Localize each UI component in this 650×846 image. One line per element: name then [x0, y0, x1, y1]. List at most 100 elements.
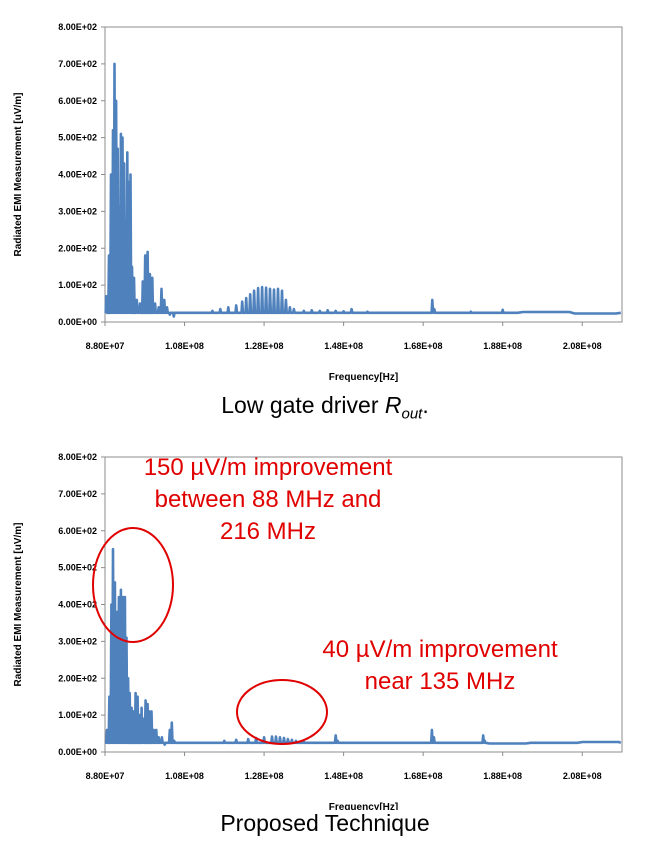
emi-peak-point	[261, 286, 263, 288]
emi-peak-point	[247, 738, 249, 740]
y-tick-label: 1.00E+02	[58, 280, 97, 290]
emi-peak-point	[136, 299, 138, 301]
emi-peak-point	[126, 151, 128, 153]
emi-peak-point	[241, 301, 243, 303]
emi-peak-point	[173, 740, 175, 742]
emi-peak-point	[335, 734, 337, 736]
emi-peak-point	[161, 736, 163, 738]
emi-peak-point	[139, 714, 141, 716]
emi-peak-point	[147, 703, 149, 705]
emi-peak-point	[351, 308, 353, 310]
emi-peak-point	[295, 740, 297, 742]
y-tick-label: 5.00E+02	[58, 563, 97, 573]
y-axis-title: Radiated EMI Measurement [uV/m]	[13, 523, 24, 687]
emi-peak-point	[366, 311, 368, 313]
x-axis-title: Frequency[Hz]	[329, 802, 398, 810]
emi-peak-point	[144, 255, 146, 257]
y-tick-label: 5.00E+02	[58, 133, 97, 143]
emi-peak-point	[269, 288, 271, 290]
emi-peak-point	[277, 288, 279, 290]
emi-peak-point	[122, 596, 124, 598]
emi-peak-point	[311, 309, 313, 311]
emi-peak-point	[169, 729, 171, 731]
emi-peak-point	[133, 710, 135, 712]
y-tick-label: 1.00E+02	[58, 710, 97, 720]
emi-peak-point	[163, 299, 165, 301]
caption-low-gate-driver: Low gate driver Rout.	[0, 392, 650, 423]
plot-area	[104, 456, 623, 753]
emi-peak-point	[337, 740, 339, 742]
y-tick-label: 4.00E+02	[58, 170, 97, 180]
y-tick-label: 3.00E+02	[58, 206, 97, 216]
annotation-150uv-improvement: 150 µV/m improvement between 88 MHz and …	[118, 452, 418, 548]
emi-peak-point	[166, 306, 168, 308]
emi-peak-point	[343, 310, 345, 312]
emi-peak-point	[211, 310, 213, 312]
emi-peak-point	[303, 310, 305, 312]
y-tick-label: 7.00E+02	[58, 59, 97, 69]
emi-peak-point	[139, 303, 141, 305]
emi-peak-point	[151, 710, 153, 712]
x-tick-label: 1.08E+08	[165, 771, 204, 781]
emi-peak-point	[117, 148, 119, 150]
emi-series-line	[104, 547, 622, 746]
x-axis-title: Frequency[Hz]	[329, 372, 398, 383]
y-tick-label: 0.00E+00	[58, 317, 97, 327]
emi-peak-point	[145, 699, 147, 701]
emi-peak-point	[273, 289, 275, 291]
emi-peak-point	[281, 290, 283, 292]
x-tick-label: 1.28E+08	[245, 341, 284, 351]
x-tick-label: 8.80E+07	[86, 771, 125, 781]
emi-peak-point	[125, 221, 127, 223]
emi-peak-point	[227, 306, 229, 308]
emi-peak-point	[223, 740, 225, 742]
emi-peak-point	[293, 308, 295, 310]
emi-peak-point	[131, 707, 133, 709]
y-tick-label: 7.00E+02	[58, 489, 97, 499]
caption-top-var: R	[384, 392, 402, 418]
emi-peak-point	[137, 696, 139, 698]
y-axis-title: Radiated EMI Measurement [uV/m]	[13, 93, 24, 257]
y-tick-label: 4.00E+02	[58, 600, 97, 610]
annotation-40uv-improvement: 40 µV/m improvement near 135 MHz	[290, 634, 590, 698]
emi-peak-point	[143, 718, 145, 720]
emi-peak-point	[219, 308, 221, 310]
x-tick-label: 1.48E+08	[324, 771, 363, 781]
emi-peak-point	[283, 737, 285, 739]
x-tick-label: 2.08E+08	[563, 341, 602, 351]
emi-peak-point	[149, 710, 151, 712]
y-tick-label: 8.00E+02	[58, 452, 97, 462]
annotation-2-line-1: 40 µV/m improvement	[322, 636, 558, 663]
x-tick-label: 8.80E+07	[86, 341, 125, 351]
emi-peak-point	[470, 311, 472, 313]
x-tick-label: 1.48E+08	[324, 341, 363, 351]
y-tick-label: 8.00E+02	[58, 22, 97, 32]
emi-peak-point	[482, 734, 484, 736]
annotation-1-line-2: between 88 MHz and	[154, 486, 382, 513]
emi-peak-point	[335, 310, 337, 312]
emi-peak-point	[112, 548, 114, 550]
emi-peak-point	[235, 739, 237, 741]
emi-peak-point	[502, 309, 504, 311]
emi-peak-point	[110, 604, 112, 605]
emi-peak-point	[108, 696, 110, 698]
emi-chart-low-gate-driver: 0.00E+00 1.00E+02 2.00E+02 3.00E+02 4.00E+02…	[13, 22, 623, 383]
emi-peak-point	[147, 251, 149, 253]
emi-chart-proposed-technique: 0.00E+00 1.00E+02 2.00E+02 3.00E+02 4.00E+02…	[13, 452, 623, 813]
emi-peak-point	[114, 63, 116, 65]
emi-peak-point	[285, 299, 287, 301]
y-tick-label: 6.00E+02	[58, 96, 97, 106]
emi-peak-point	[275, 736, 277, 738]
emi-peak-point	[129, 692, 131, 694]
emi-peak-point	[327, 309, 329, 311]
emi-peak-point	[141, 707, 143, 709]
emi-peak-point	[160, 288, 162, 290]
y-tick-label: 3.00E+02	[58, 636, 97, 646]
annotation-2-line-2: near 135 MHz	[364, 668, 516, 695]
emi-peak-point	[125, 637, 127, 639]
emi-peak-point	[164, 744, 166, 746]
emi-peak-point	[115, 100, 117, 102]
emi-peak-point	[127, 677, 129, 679]
emi-peak-point	[135, 692, 137, 694]
emi-peak-point	[433, 308, 435, 310]
